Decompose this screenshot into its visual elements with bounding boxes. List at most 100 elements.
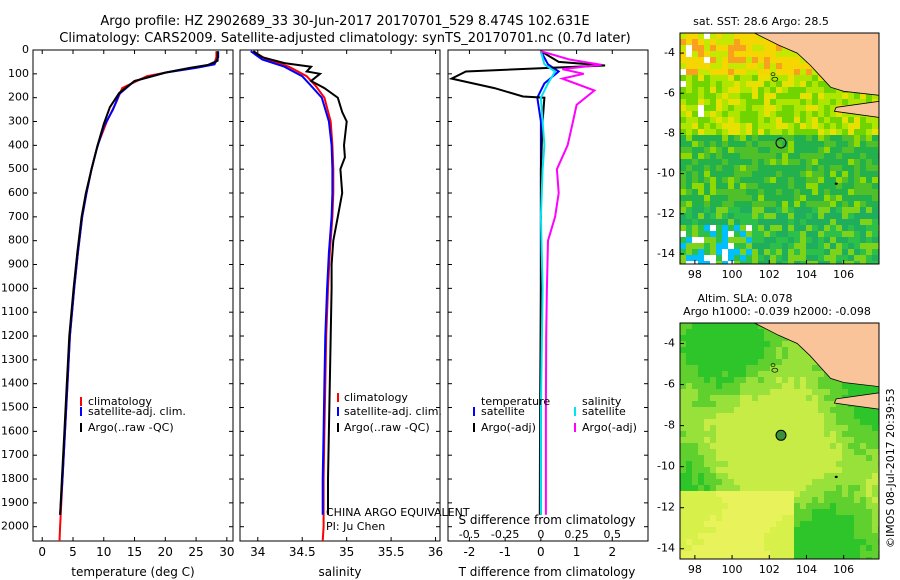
- map-cell: [686, 135, 692, 141]
- map-cell: [698, 129, 704, 135]
- map-cell: [686, 347, 692, 353]
- map-cell: [740, 141, 746, 147]
- map-cell: [824, 389, 830, 395]
- map-cell: [872, 171, 878, 177]
- java-land: [833, 100, 880, 118]
- map-cell: [860, 557, 866, 559]
- map-cell: [734, 33, 740, 39]
- map-cell: [782, 141, 788, 147]
- temperature-axes: [32, 49, 234, 542]
- map-cell: [752, 195, 758, 201]
- map-cell: [854, 497, 860, 503]
- x-tick-label: 30: [219, 545, 234, 559]
- map-cell: [872, 419, 878, 425]
- map-cell: [680, 201, 686, 207]
- map-cell: [710, 353, 716, 359]
- map-cell: [722, 521, 728, 527]
- map-cell: [770, 401, 776, 407]
- map-cell: [764, 479, 770, 485]
- map-cell: [752, 371, 758, 377]
- map-cell: [758, 335, 764, 341]
- map-cell: [788, 371, 794, 377]
- map-cell: [734, 491, 740, 497]
- depth-tick-label: 1000: [1, 281, 29, 294]
- map-cell: [710, 213, 716, 219]
- map-cell: [800, 431, 806, 437]
- map-cell: [686, 509, 692, 515]
- map-cell: [812, 153, 818, 159]
- map-cell: [824, 425, 830, 431]
- map-cell: [740, 425, 746, 431]
- temperature-xlabel: temperature (deg C): [71, 565, 194, 579]
- map-cell: [788, 353, 794, 359]
- map-cell: [800, 443, 806, 449]
- map-cell: [818, 165, 824, 171]
- map-cell: [836, 557, 842, 559]
- map-cell: [680, 207, 686, 213]
- map-cell: [866, 461, 872, 467]
- map-cell: [824, 225, 830, 231]
- map-cell: [770, 527, 776, 533]
- map-cell: [770, 365, 776, 371]
- map-cell: [854, 147, 860, 153]
- map-cell: [686, 159, 692, 165]
- map-cell: [698, 527, 704, 533]
- map-cell: [860, 515, 866, 521]
- map-cell: [716, 99, 722, 105]
- map-cell: [692, 177, 698, 183]
- difference-series: [448, 50, 606, 515]
- map-cell: [680, 255, 686, 261]
- map-cell: [752, 419, 758, 425]
- map-cell: [806, 419, 812, 425]
- map-cell: [842, 503, 848, 509]
- map-cell: [704, 509, 710, 515]
- map-cell: [824, 183, 830, 189]
- map-cell: [710, 255, 716, 261]
- map-cell: [704, 231, 710, 237]
- map-cell: [728, 177, 734, 183]
- depth-tick-label: 1900: [1, 496, 29, 509]
- map-cell: [704, 395, 710, 401]
- map-cell: [812, 527, 818, 533]
- map-cell: [680, 557, 686, 559]
- map-cell: [692, 455, 698, 461]
- map-cell: [770, 347, 776, 353]
- map-cell: [716, 165, 722, 171]
- map-cell: [812, 87, 818, 93]
- map-cell: [818, 425, 824, 431]
- lat-tick-label: -6: [664, 378, 675, 391]
- map-cell: [698, 359, 704, 365]
- map-cell: [800, 123, 806, 129]
- map-cell: [710, 413, 716, 419]
- map-cell: [734, 51, 740, 57]
- map-cell: [716, 323, 722, 329]
- map-cell: [806, 515, 812, 521]
- map-cell: [776, 153, 782, 159]
- map-cell: [806, 75, 812, 81]
- map-cell: [680, 365, 686, 371]
- map-cell: [698, 551, 704, 557]
- map-cell: [740, 323, 746, 329]
- map-cell: [764, 45, 770, 51]
- map-cell: [698, 123, 704, 129]
- map-cell: [692, 389, 698, 395]
- map-cell: [866, 135, 872, 141]
- map-cell: [788, 183, 794, 189]
- map-cell: [854, 551, 860, 557]
- map-cell: [764, 455, 770, 461]
- map-cell: [794, 365, 800, 371]
- map-cell: [776, 93, 782, 99]
- map-cell: [716, 497, 722, 503]
- map-cell: [686, 551, 692, 557]
- map-cell: [860, 455, 866, 461]
- map-cell: [842, 389, 848, 395]
- map-cell: [818, 81, 824, 87]
- map-cell: [806, 509, 812, 515]
- map-cell: [734, 189, 740, 195]
- map-cell: [698, 165, 704, 171]
- map-cell: [830, 135, 836, 141]
- map-cell: [782, 177, 788, 183]
- sst-map: sat. SST: 28.6 Argo: 28.5 98 100 102 104 106…: [657, 15, 880, 281]
- map-cell: [842, 135, 848, 141]
- map-cell: [752, 219, 758, 225]
